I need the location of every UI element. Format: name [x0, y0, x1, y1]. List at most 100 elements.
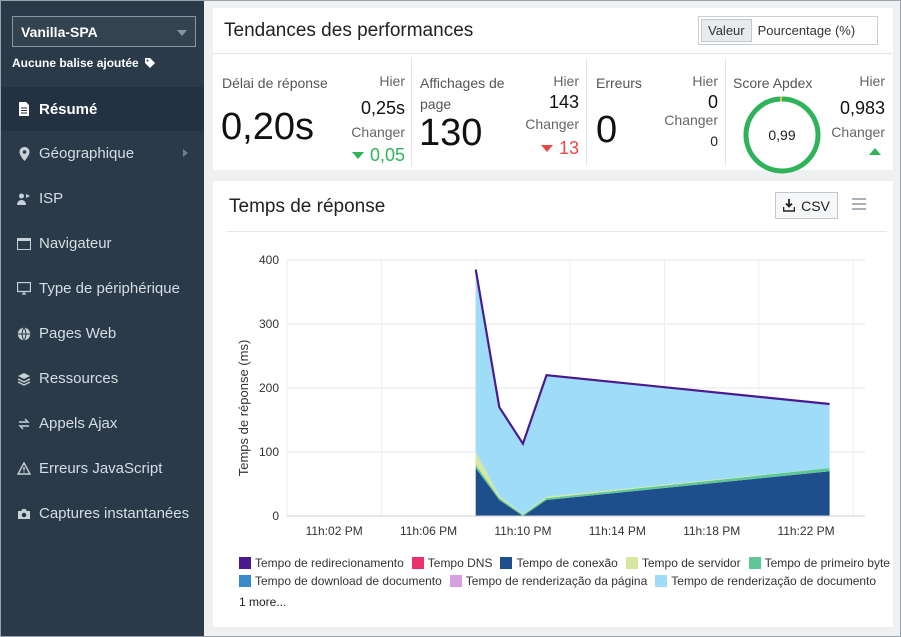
- legend-label: Tempo de primeiro byte: [764, 556, 890, 570]
- arrow-down-icon: [351, 152, 364, 159]
- sidebar-item-isp[interactable]: ISP: [1, 176, 204, 221]
- y-tick-label: 400: [259, 253, 279, 267]
- legend-label: Tempo de renderização de documento: [671, 574, 877, 588]
- change-label: Changer: [831, 124, 885, 140]
- sidebar-item-label: Navigateur: [39, 235, 112, 252]
- change-label: Changer: [351, 124, 405, 140]
- sidebar-item-navigateur[interactable]: Navigateur: [1, 221, 204, 266]
- yesterday-label: Hier: [859, 73, 885, 89]
- arrow-down-icon: [540, 145, 553, 152]
- globe-icon: [17, 327, 31, 341]
- apdex-gauge-remainder: [743, 96, 821, 174]
- browser-window-icon: [17, 237, 31, 251]
- metric-label: Affichages de page: [420, 75, 505, 112]
- chart-axes: 0 100 200 300 400 11h:02 PM 11h:06 PM 11h:10 PM…: [259, 253, 865, 538]
- change-label: Changer: [525, 116, 579, 132]
- legend-label: Tempo DNS: [427, 556, 493, 570]
- panel-title: Tendances des performances: [224, 20, 474, 41]
- legend-row: Tempo de download de documento Tempo de r…: [239, 572, 890, 590]
- metric-value: 0,20s: [221, 106, 314, 148]
- x-tick-label: 11h:02 PM: [306, 524, 363, 538]
- apdex-value: 0,99: [768, 127, 795, 143]
- legend-item[interactable]: Tempo de renderização de documento: [655, 574, 876, 588]
- sidebar-item-erreurs-javascript[interactable]: Erreurs JavaScript: [1, 446, 204, 491]
- metric-response-time: Délai de réponse 0,20s Hier 0,25s Change…: [213, 54, 412, 170]
- legend-item[interactable]: Tempo de download de documento: [239, 574, 442, 588]
- yesterday-value: 0,983: [839, 98, 885, 118]
- legend-label: Tempo de servidor: [641, 556, 741, 570]
- yesterday-label: Hier: [692, 73, 718, 89]
- change-value: 0: [710, 133, 718, 149]
- sidebar-item-appels-ajax[interactable]: Appels Ajax: [1, 401, 204, 446]
- chart-menu-button[interactable]: [852, 198, 866, 212]
- x-tick-label: 11h:22 PM: [777, 524, 834, 538]
- y-tick-label: 300: [259, 317, 279, 331]
- apdex-gauge: 0,99: [743, 96, 821, 174]
- legend-item[interactable]: Tempo de renderização da página: [449, 574, 648, 588]
- sidebar-item-label: Erreurs JavaScript: [39, 460, 163, 477]
- divider: [411, 58, 412, 166]
- value-mode-toggle: Valeur Pourcentage (%): [698, 16, 878, 45]
- sidebar-item-label: ISP: [39, 190, 64, 207]
- sidebar-item-geographique[interactable]: Géographique: [1, 131, 204, 176]
- metric-label: Délai de réponse: [222, 75, 328, 91]
- chevron-right-icon: [183, 149, 188, 157]
- y-tick-label: 0: [272, 509, 279, 523]
- yesterday-value: 0: [707, 92, 718, 112]
- legend-label: Tempo de download de documento: [255, 574, 442, 588]
- yesterday-label: Hier: [553, 73, 579, 89]
- metric-value: 130: [419, 112, 483, 154]
- yesterday-value: 0,25s: [360, 98, 405, 118]
- document-icon: [17, 102, 31, 116]
- download-icon: [783, 199, 796, 212]
- divider: [227, 231, 887, 232]
- toggle-percent-button[interactable]: Pourcentage (%): [757, 23, 856, 38]
- yesterday-value: 143: [548, 92, 579, 112]
- metric-label: Score Apdex: [733, 75, 813, 91]
- sidebar-item-ressources[interactable]: Ressources: [1, 356, 204, 401]
- sidebar-item-pages-web[interactable]: Pages Web: [1, 311, 204, 356]
- toggle-value-button[interactable]: Valeur: [701, 19, 752, 42]
- y-tick-label: 200: [259, 381, 279, 395]
- sidebar-item-label: Pages Web: [39, 325, 117, 342]
- change-value: 0,05: [351, 145, 405, 166]
- app-selector-value: Vanilla-SPA: [21, 24, 98, 40]
- change-number: 13: [558, 138, 579, 158]
- csv-export-button[interactable]: CSV: [775, 192, 838, 219]
- legend-swatch: [748, 557, 761, 569]
- camera-icon: [17, 507, 31, 521]
- legend-swatch: [411, 557, 424, 569]
- legend-item[interactable]: Tempo de servidor: [625, 556, 741, 570]
- legend-row: Tempo de redirecionamento Tempo DNS Tempo …: [239, 554, 890, 572]
- legend-item[interactable]: Tempo de primeiro byte: [748, 556, 890, 570]
- legend-item[interactable]: Tempo de redirecionamento: [239, 556, 404, 570]
- yesterday-label: Hier: [379, 73, 405, 89]
- legend-swatch: [239, 557, 251, 569]
- x-tick-label: 11h:06 PM: [400, 524, 457, 538]
- legend-label: Tempo de conexão: [516, 556, 618, 570]
- app-selector[interactable]: Vanilla-SPA: [12, 16, 196, 47]
- legend-more-link[interactable]: 1 more...: [239, 595, 287, 609]
- y-tick-label: 100: [259, 445, 279, 459]
- location-pin-icon: [17, 146, 31, 161]
- response-time-chart-panel: Temps de réponse CSV 0 100 200 300 400 11h:02…: [213, 181, 893, 627]
- x-tick-label: 11h:14 PM: [589, 524, 646, 538]
- sidebar-nav: Résumé Géographique ISP Navigateur Type …: [1, 87, 204, 536]
- metric-label: Erreurs: [596, 75, 642, 91]
- tag-status[interactable]: Aucune balise ajoutée: [12, 56, 156, 70]
- sidebar-item-label: Type de périphérique: [39, 280, 180, 297]
- sidebar-item-type-peripherique[interactable]: Type de périphérique: [1, 266, 204, 311]
- sidebar-item-captures-instantanees[interactable]: Captures instantanées: [1, 491, 204, 536]
- metric-errors: Erreurs 0 Hier 0 Changer 0: [587, 54, 726, 170]
- sidebar-item-resume[interactable]: Résumé: [1, 87, 204, 131]
- sidebar: Vanilla-SPA Aucune balise ajoutée Résumé…: [1, 1, 204, 636]
- arrow-up-icon: [869, 148, 881, 155]
- legend-item[interactable]: Tempo DNS: [411, 556, 493, 570]
- legend-label: Tempo de redirecionamento: [255, 556, 404, 570]
- monitor-icon: [17, 282, 31, 296]
- metric-value: 0: [596, 109, 618, 151]
- response-time-chart: 0 100 200 300 400 11h:02 PM 11h:06 PM 11h:10 PM…: [236, 253, 865, 538]
- legend-item[interactable]: Tempo de conexão: [500, 556, 618, 570]
- change-value: 13: [540, 138, 579, 159]
- legend-label: Tempo de renderização da página: [465, 574, 648, 588]
